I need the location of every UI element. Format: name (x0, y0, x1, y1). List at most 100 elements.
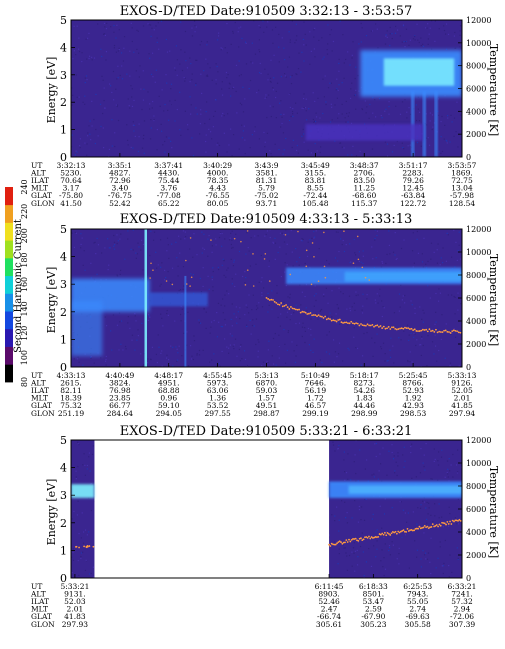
noise-pixel (455, 241, 457, 243)
noise-pixel (444, 476, 446, 478)
noise-pixel (313, 338, 315, 340)
noise-pixel (353, 542, 355, 544)
noise-pixel (108, 155, 110, 157)
noise-pixel (389, 546, 391, 549)
noise-pixel (201, 231, 203, 233)
noise-pixel (186, 124, 189, 126)
noise-pixel (431, 48, 433, 50)
noise-pixel (457, 309, 459, 311)
temperature-point (398, 531, 401, 534)
noise-pixel (252, 62, 254, 64)
noise-pixel (210, 326, 212, 328)
noise-pixel (233, 261, 235, 263)
noise-pixel (460, 330, 462, 332)
noise-pixel (445, 323, 447, 325)
temperature-point (459, 519, 462, 522)
noise-pixel (433, 353, 435, 355)
noise-pixel (358, 251, 361, 253)
noise-pixel (414, 35, 416, 37)
noise-pixel (303, 141, 305, 143)
noise-pixel (438, 503, 440, 505)
temperature-point (317, 314, 320, 317)
noise-pixel (90, 277, 92, 279)
noise-pixel (215, 83, 217, 85)
noise-pixel (78, 50, 81, 53)
noise-pixel (357, 556, 359, 558)
noise-pixel (74, 154, 76, 156)
orbit-cell: 57.32 (451, 597, 473, 606)
noise-pixel (336, 88, 338, 90)
noise-pixel (351, 517, 353, 519)
noise-pixel (388, 230, 390, 232)
noise-pixel (140, 88, 142, 90)
temperature-point (443, 522, 446, 525)
noise-pixel (304, 330, 306, 332)
noise-pixel (189, 96, 191, 98)
noise-pixel (240, 26, 242, 28)
noise-pixel (334, 140, 336, 142)
noise-pixel (391, 451, 393, 454)
noise-pixel (332, 441, 334, 443)
noise-pixel (148, 53, 150, 55)
noise-pixel (104, 34, 107, 37)
noise-pixel (233, 348, 235, 350)
noise-pixel (393, 531, 395, 533)
temperature-point (345, 539, 348, 541)
temperature-point (436, 331, 439, 334)
noise-pixel (227, 267, 229, 269)
noise-pixel (345, 58, 347, 61)
noise-pixel (200, 73, 202, 75)
noise-pixel (155, 69, 157, 71)
temperature-point (383, 531, 386, 534)
noise-pixel (289, 39, 291, 41)
panel-3: EXOS-D/TED Date:910509 5:33:21 - 6:33:21… (30, 424, 500, 629)
noise-pixel (163, 110, 165, 112)
y2-tick-label: 10000 (466, 459, 491, 468)
orbit-cell: 3:32:13 (57, 161, 86, 170)
temperature-point (305, 249, 308, 252)
noise-pixel (290, 82, 293, 85)
noise-pixel (138, 136, 140, 138)
noise-pixel (297, 152, 299, 154)
noise-pixel (303, 107, 305, 109)
noise-pixel (454, 31, 456, 34)
noise-pixel (140, 249, 142, 251)
noise-pixel (329, 312, 331, 314)
noise-pixel (214, 110, 216, 113)
temperature-point (457, 520, 459, 522)
noise-pixel (451, 121, 453, 123)
noise-pixel (193, 20, 196, 22)
panel-2-title: EXOS-D/TED Date:910509 4:33:13 - 5:33:13 (120, 212, 413, 227)
noise-pixel (102, 112, 104, 115)
noise-pixel (156, 37, 158, 39)
noise-pixel (80, 552, 83, 554)
noise-pixel (241, 137, 244, 139)
noise-pixel (321, 37, 323, 39)
noise-pixel (386, 155, 389, 157)
orbit-cell: 11.25 (354, 184, 376, 193)
noise-pixel (88, 531, 90, 533)
noise-pixel (219, 232, 221, 235)
temperature-point (305, 265, 308, 268)
noise-pixel (376, 529, 378, 531)
noise-pixel (246, 232, 248, 234)
noise-pixel (127, 230, 129, 232)
noise-pixel (428, 502, 430, 504)
noise-pixel (130, 22, 132, 24)
orbit-cell: 305.23 (360, 620, 386, 629)
noise-pixel (349, 64, 351, 66)
noise-pixel (351, 82, 353, 84)
noise-pixel (334, 450, 336, 452)
noise-pixel (312, 351, 314, 354)
noise-pixel (389, 44, 391, 47)
noise-pixel (354, 252, 356, 254)
noise-pixel (142, 138, 145, 140)
noise-pixel (239, 102, 242, 104)
orbit-cell: 3:51:17 (399, 161, 428, 170)
noise-pixel (313, 316, 315, 318)
noise-pixel (288, 93, 290, 95)
noise-pixel (242, 130, 244, 132)
noise-pixel (432, 520, 434, 523)
noise-pixel (127, 322, 129, 324)
noise-pixel (457, 249, 459, 252)
